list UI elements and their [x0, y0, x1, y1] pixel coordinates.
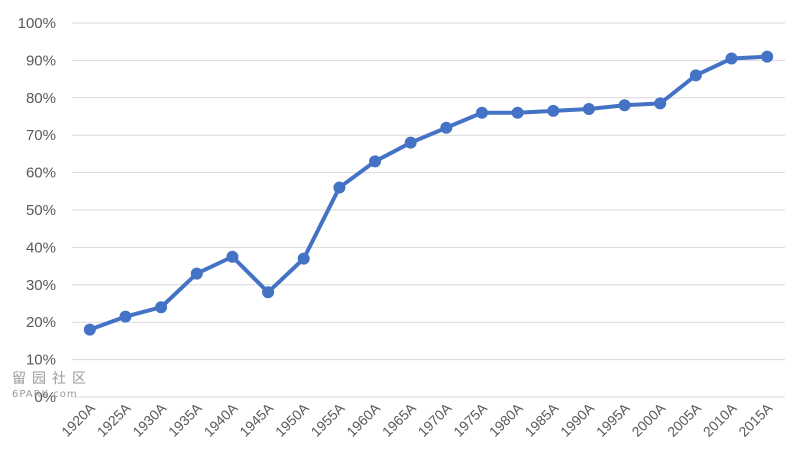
data-point [689, 69, 702, 82]
x-tick-label: 2000A [628, 399, 668, 439]
y-tick-label: 60% [26, 165, 56, 182]
x-tick-label: 1955A [308, 399, 348, 439]
watermark-site: 6PARK.com [12, 389, 78, 400]
x-tick-label: 1920A [58, 399, 98, 439]
data-point [547, 104, 560, 117]
x-tick-label: 1975A [450, 399, 490, 439]
y-tick-label: 0% [34, 389, 56, 406]
y-tick-label: 80% [26, 90, 56, 107]
y-tick-label: 30% [26, 277, 56, 294]
y-tick-label: 20% [26, 314, 56, 331]
x-tick-label: 1935A [165, 399, 205, 439]
data-point [83, 323, 96, 336]
x-tick-label: 1985A [521, 399, 561, 439]
x-tick-label: 2015A [735, 399, 775, 439]
data-point [226, 250, 239, 263]
data-point [190, 267, 203, 280]
data-point [725, 52, 738, 65]
data-point [582, 103, 595, 116]
x-tick-label: 1980A [486, 399, 526, 439]
data-point [761, 50, 774, 63]
y-tick-label: 10% [26, 352, 56, 369]
y-tick-label: 50% [26, 202, 56, 219]
x-tick-label: 1925A [94, 399, 134, 439]
x-tick-label: 1930A [129, 399, 169, 439]
data-point [297, 252, 310, 265]
x-tick-label: 1995A [593, 399, 633, 439]
x-tick-label: 1950A [272, 399, 312, 439]
x-axis-tick-labels: 1920A1925A1930A1935A1940A1945A1950A1955A… [58, 399, 776, 439]
data-point [511, 106, 524, 119]
y-tick-label: 70% [26, 127, 56, 144]
gridlines [72, 22, 785, 398]
x-tick-label: 1970A [415, 399, 455, 439]
series-layer [83, 50, 774, 336]
x-tick-label: 1965A [379, 399, 419, 439]
x-tick-label: 1940A [201, 399, 241, 439]
y-tick-label: 90% [26, 52, 56, 69]
watermark-logo: 留园社区 [12, 371, 92, 387]
y-tick-label: 40% [26, 239, 56, 256]
x-tick-label: 1945A [236, 399, 276, 439]
x-tick-label: 1990A [557, 399, 597, 439]
x-tick-label: 1960A [343, 399, 383, 439]
data-point [475, 106, 488, 119]
data-point [333, 181, 346, 194]
y-tick-label: 100% [18, 15, 56, 32]
watermark: 留园社区 6PARK.com [12, 372, 92, 400]
data-point [404, 136, 417, 149]
x-tick-label: 2010A [700, 399, 740, 439]
data-point [262, 286, 275, 299]
x-tick-label: 2005A [664, 399, 704, 439]
data-point [119, 310, 132, 323]
y-axis-tick-labels: 0% 10% 20% 30% 40% 50% 60% 70% 80% 90% 100% [18, 15, 56, 406]
data-point [654, 97, 667, 110]
data-point [618, 99, 631, 112]
data-point [369, 155, 382, 168]
data-point [440, 121, 453, 134]
data-point [155, 301, 168, 314]
